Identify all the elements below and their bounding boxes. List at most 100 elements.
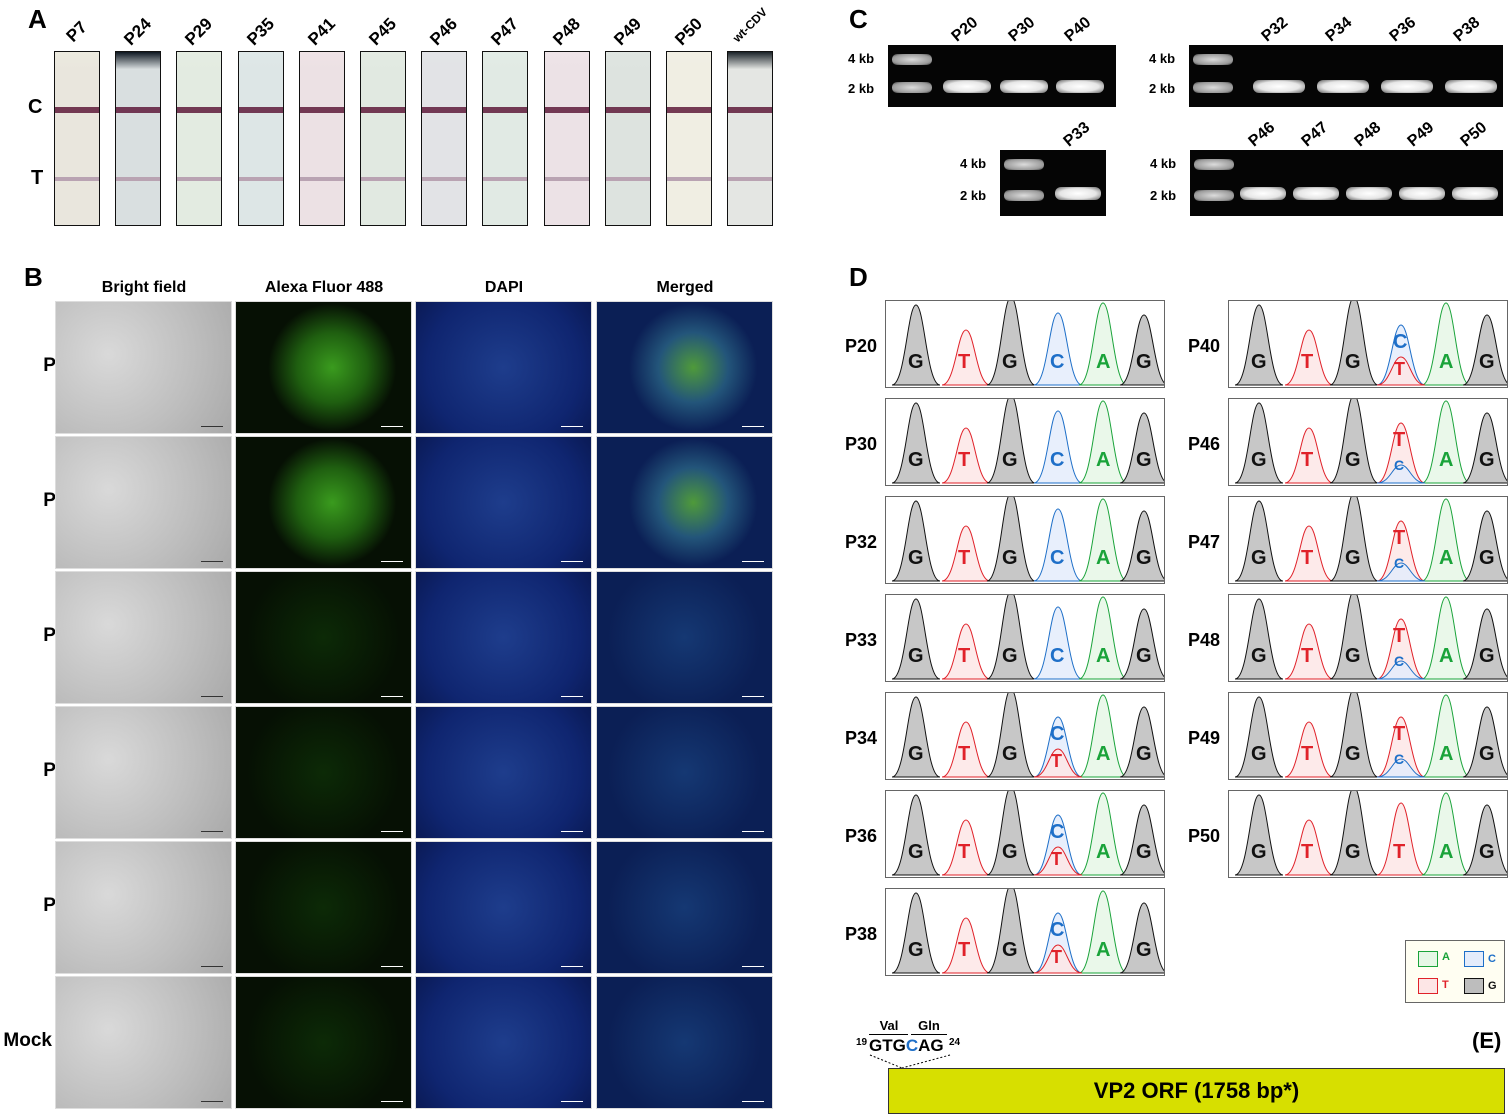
base-peak [986, 693, 1036, 778]
control-band [238, 107, 283, 113]
scale-bar [381, 426, 403, 427]
base-peak [891, 892, 941, 974]
control-line-label: C [28, 96, 43, 118]
codon-gln-bar [911, 1034, 947, 1035]
pcr-band [1000, 79, 1048, 93]
minor-base-peak [1376, 660, 1426, 680]
scale-bar [742, 1101, 764, 1102]
chromatogram-label: P49 [1187, 728, 1220, 748]
test-band [238, 177, 283, 181]
base-call: G [1136, 645, 1152, 667]
base-peak [1078, 890, 1128, 974]
scale-bar [381, 561, 403, 562]
merged-image [596, 301, 773, 434]
base-call: T [1301, 547, 1314, 569]
base-peak [1078, 792, 1128, 876]
base-peak [1078, 596, 1128, 680]
control-band [422, 107, 467, 113]
test-band [605, 177, 650, 181]
ladder-band-4kb [1004, 159, 1044, 171]
base-peak [941, 525, 991, 582]
test-band [55, 177, 99, 181]
test-strip [727, 51, 774, 226]
base-call: G [908, 547, 924, 569]
base-call: G [1251, 351, 1267, 373]
legend-label-t: T [1442, 979, 1449, 991]
base-peak [1119, 510, 1164, 582]
base-peak [1421, 400, 1471, 484]
base-peak [1284, 525, 1334, 582]
base-call: G [1251, 449, 1267, 471]
base-call: G [908, 449, 924, 471]
base-peak [1078, 302, 1128, 386]
base-peak [1329, 595, 1379, 680]
base-peak [1234, 598, 1284, 680]
test-band [667, 177, 711, 181]
pcr-band [1346, 186, 1392, 200]
base-call: T [1301, 743, 1314, 765]
base-peak [1421, 302, 1471, 386]
chromatogram-label: P48 [1187, 630, 1220, 650]
seq-pre: GTG [869, 1036, 906, 1055]
legend-label-c: C [1488, 953, 1496, 965]
base-call: T [958, 449, 971, 471]
ladder-label-2kb: 2 kb [960, 188, 987, 204]
base-call: G [1251, 547, 1267, 569]
base-call-major: T [1393, 429, 1406, 451]
test-strip [54, 51, 100, 226]
test-strip [237, 51, 284, 226]
base-peak [1119, 608, 1164, 680]
base-call: A [1439, 351, 1454, 373]
chromatogram-trace [891, 497, 1164, 582]
base-legend: A C T G [1405, 940, 1505, 1003]
base-call: C [1050, 351, 1065, 373]
base-call: C [1050, 645, 1065, 667]
base-peak [1329, 497, 1379, 582]
base-call: G [1479, 743, 1495, 765]
scale-bar [201, 426, 223, 427]
chromatogram-label: P36 [844, 826, 877, 846]
merged-image [596, 976, 773, 1109]
base-peak [1376, 618, 1426, 680]
base-call: G [1251, 841, 1267, 863]
bright-field-image [55, 841, 232, 974]
base-peak [891, 794, 941, 876]
alexa-fluor-image [235, 571, 412, 704]
scale-bar [561, 696, 583, 697]
minor-base-peak [1033, 846, 1083, 876]
base-call: G [1479, 841, 1495, 863]
test-strip [298, 51, 345, 226]
base-peak [891, 500, 941, 582]
base-call: G [908, 743, 924, 765]
minor-base-peak [1376, 562, 1426, 582]
pcr-band [1452, 186, 1498, 200]
base-call-minor: C [1394, 457, 1405, 473]
dapi-image [415, 976, 592, 1109]
lane-label: P50 [1457, 118, 1491, 151]
base-peak [1234, 500, 1284, 582]
base-peak [941, 623, 991, 680]
strip-label: wt-CDV [730, 4, 771, 46]
ladder-band-4kb [1193, 53, 1233, 65]
merged-image [596, 571, 773, 704]
legend-swatch-t [1418, 978, 1438, 994]
chromatogram-trace [1234, 595, 1507, 680]
base-peak [941, 427, 991, 484]
row-label: Mock [3, 1030, 52, 1051]
base-peak [1376, 422, 1426, 484]
lane-label: P48 [1351, 118, 1385, 151]
base-call-minor: C [1394, 751, 1405, 767]
merged-image [596, 706, 773, 839]
vp2-orf-bar: VP2 ORF (1758 bp*) [888, 1068, 1505, 1114]
dapi-image [415, 841, 592, 974]
lane-label: P30 [1005, 13, 1039, 46]
base-peak [941, 721, 991, 778]
base-call-minor: T [1394, 359, 1405, 379]
base-call-minor: T [1051, 849, 1062, 869]
base-peak [1078, 498, 1128, 582]
base-call: G [1251, 645, 1267, 667]
